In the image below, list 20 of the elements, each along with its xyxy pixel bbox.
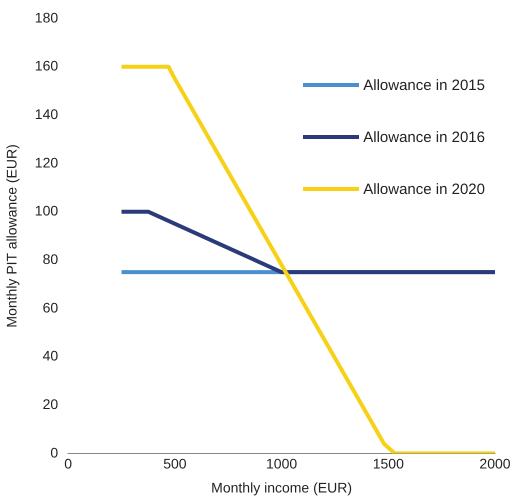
y-tick-label: 100 — [34, 202, 58, 219]
y-tick-label: 20 — [42, 396, 58, 412]
y-tick-label: 80 — [42, 250, 58, 267]
y-tick-label: 60 — [42, 299, 58, 316]
x-tick-label: 1500 — [372, 456, 404, 472]
y-tick-label: 0 — [50, 444, 58, 460]
x-axis-title: Monthly income (EUR) — [211, 479, 352, 496]
x-tick-label: 0 — [64, 456, 72, 472]
x-tick-label: 500 — [163, 456, 187, 472]
y-tick-label: 160 — [34, 58, 58, 74]
legend-label: Allowance in 2015 — [363, 76, 485, 94]
x-tick-label: 2000 — [479, 456, 511, 472]
y-tick-label: 40 — [42, 348, 58, 364]
x-tick-label: 1000 — [266, 456, 298, 472]
y-tick-label: 120 — [34, 154, 58, 170]
y-tick-label: 180 — [34, 9, 58, 26]
y-tick-label: 140 — [34, 106, 58, 122]
y-axis-title: Monthly PIT allowance (EUR) — [3, 144, 20, 328]
legend-label: Allowance in 2020 — [363, 180, 485, 198]
legend-label: Allowance in 2016 — [363, 128, 485, 146]
